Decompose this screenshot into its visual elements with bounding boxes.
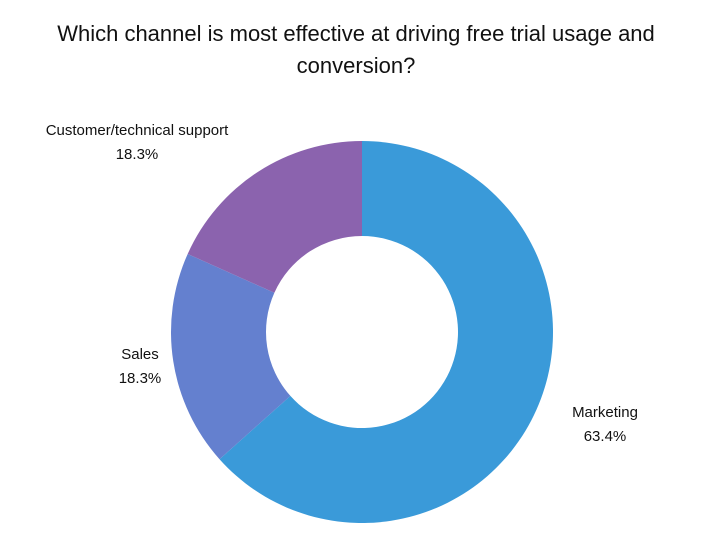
donut-slice — [170, 253, 291, 460]
slice-value-label: 63.4% — [584, 428, 627, 445]
slice-label: Marketing — [572, 404, 638, 421]
slice-label: Sales — [121, 346, 159, 363]
donut-slice — [219, 141, 553, 523]
slice-value-label: 18.3% — [119, 370, 162, 387]
donut-slice — [187, 141, 362, 293]
slice-value-label: 18.3% — [116, 146, 159, 163]
slice-label: Customer/technical support — [46, 122, 229, 139]
chart-title: Which channel is most effective at drivi… — [57, 21, 655, 78]
